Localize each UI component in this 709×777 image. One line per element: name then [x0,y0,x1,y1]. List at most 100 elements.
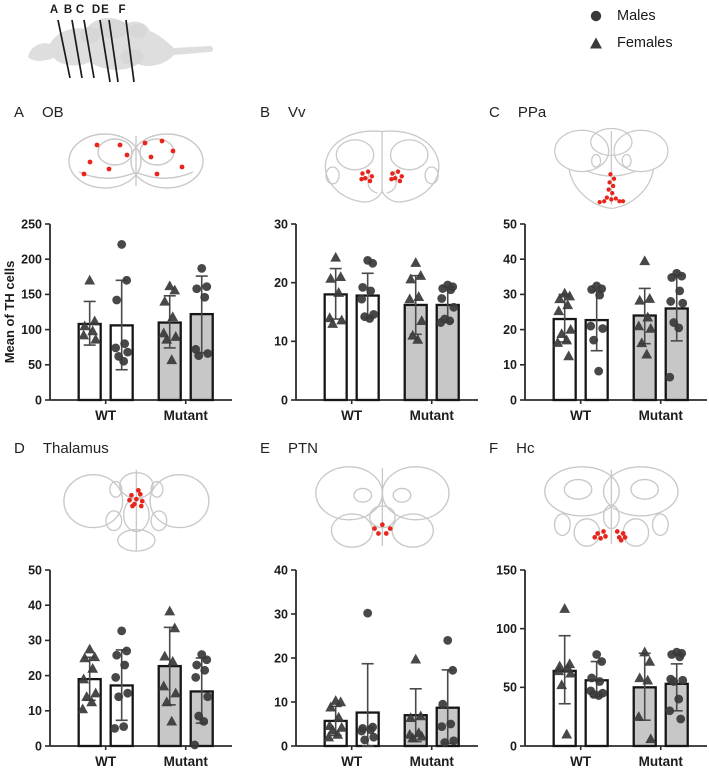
male-data-point [202,282,212,292]
brain-lobe-shape [98,20,130,38]
x-category-label: Mutant [410,408,455,423]
female-data-point [404,293,416,304]
female-data-point [634,294,646,305]
section-outline [314,466,450,548]
female-data-point [323,731,335,742]
male-data-point [122,646,132,656]
male-data-point [677,271,687,281]
panel-title: PTN [288,440,319,457]
section-line-a [57,19,71,79]
y-tick-label: 40 [503,253,517,267]
brain-lobe-shape [80,27,100,43]
male-data-point [675,286,685,296]
chart-hc: 0 50 100 150 WT Mutant [496,563,707,769]
male-data-point [365,314,375,323]
panel-title: Thalamus [42,440,109,457]
panel-d-header: D Thalamus [4,440,234,460]
coronal-section-ptn-image [314,466,450,548]
x-category-label: WT [341,408,363,423]
male-data-point [674,694,684,704]
female-data-point [90,687,102,698]
x-category-label: Mutant [639,408,684,423]
female-data-point [79,652,91,663]
y-tick-label: 10 [274,695,288,709]
female-data-point [559,603,571,613]
axes: 0 50 100 150 WT Mutant [496,563,707,769]
section-outline [62,469,210,552]
male-data-point [120,660,130,670]
chart-vv: 0 10 20 30 WT Mutant [274,217,478,423]
female-data-point [159,295,171,306]
male-data-point [586,321,596,331]
female-data-point [639,255,651,266]
panel-d-inset [4,460,234,558]
female-data-point [86,696,98,707]
female-data-point [77,703,89,714]
female-data-point [84,274,96,285]
female-data-point [416,315,428,325]
y-tick-label: 40 [274,563,288,577]
male-data-point [117,626,127,636]
female-data-point [335,271,347,281]
male-data-point [438,699,448,709]
female-data-point [335,696,347,707]
male-data-point [587,673,597,683]
section-label-a: A [50,4,58,16]
y-tick-label: 10 [28,704,42,718]
male-data-point [192,284,202,294]
female-data-point [561,334,573,345]
x-category-label: Mutant [639,754,684,769]
male-data-point [199,716,209,726]
male-data-point [202,655,212,665]
female-data-point [78,329,90,340]
males-circle-icon [590,10,602,22]
male-data-point [449,736,459,746]
male-data-point [119,356,129,366]
x-category-label: WT [95,408,117,423]
male-data-point [192,660,202,670]
error-bars [558,274,683,352]
x-category-label: Mutant [164,754,209,769]
female-data-point [405,712,417,723]
y-tick-label: 0 [510,739,517,753]
panel-a-header: A OB [4,104,234,124]
panel-f-header: F Hc [479,440,709,460]
chart-ob: 0 50 100 150 200 250 Mean of TH cells WT Mutant [4,217,232,423]
male-data-point [594,366,604,376]
x-category-label: WT [341,754,363,769]
male-data-point [120,339,130,349]
male-data-point [448,665,458,675]
male-data-point [446,719,456,729]
female-data-point [636,337,648,348]
data-points [323,608,459,747]
male-data-point [440,738,450,747]
male-data-point [366,725,376,735]
female-data-point [633,711,645,721]
female-data-point [415,710,427,721]
female-data-point [633,320,645,331]
female-data-point [159,650,171,661]
female-data-point [325,272,337,283]
female-data-point [554,293,566,304]
y-tick-label: 30 [28,634,42,648]
th-cell-red-dots [359,169,404,184]
data-points [553,603,688,744]
female-data-point [644,293,656,303]
panel-c-inset [479,124,709,212]
panel-title: Hc [516,440,535,457]
female-data-point [556,679,568,690]
y-tick-label: 30 [274,217,288,231]
female-data-point [333,711,345,722]
x-category-label: WT [570,408,592,423]
female-data-point [634,672,646,683]
female-data-point [336,314,348,325]
male-data-point [665,706,675,716]
male-data-point [449,302,459,312]
female-data-point [170,687,182,698]
female-data-point [78,673,90,684]
male-data-point [119,722,129,732]
y-tick-label: 100 [496,622,517,636]
panel-e-header: E PTN [250,440,480,460]
panel-b: B Vv 0 10 20 30 WT Mutant [250,104,480,430]
coronal-section-thalamus-image [62,469,210,552]
